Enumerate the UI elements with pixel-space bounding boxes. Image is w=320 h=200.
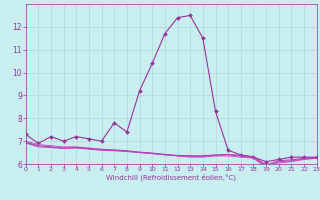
X-axis label: Windchill (Refroidissement éolien,°C): Windchill (Refroidissement éolien,°C) [106,174,236,181]
